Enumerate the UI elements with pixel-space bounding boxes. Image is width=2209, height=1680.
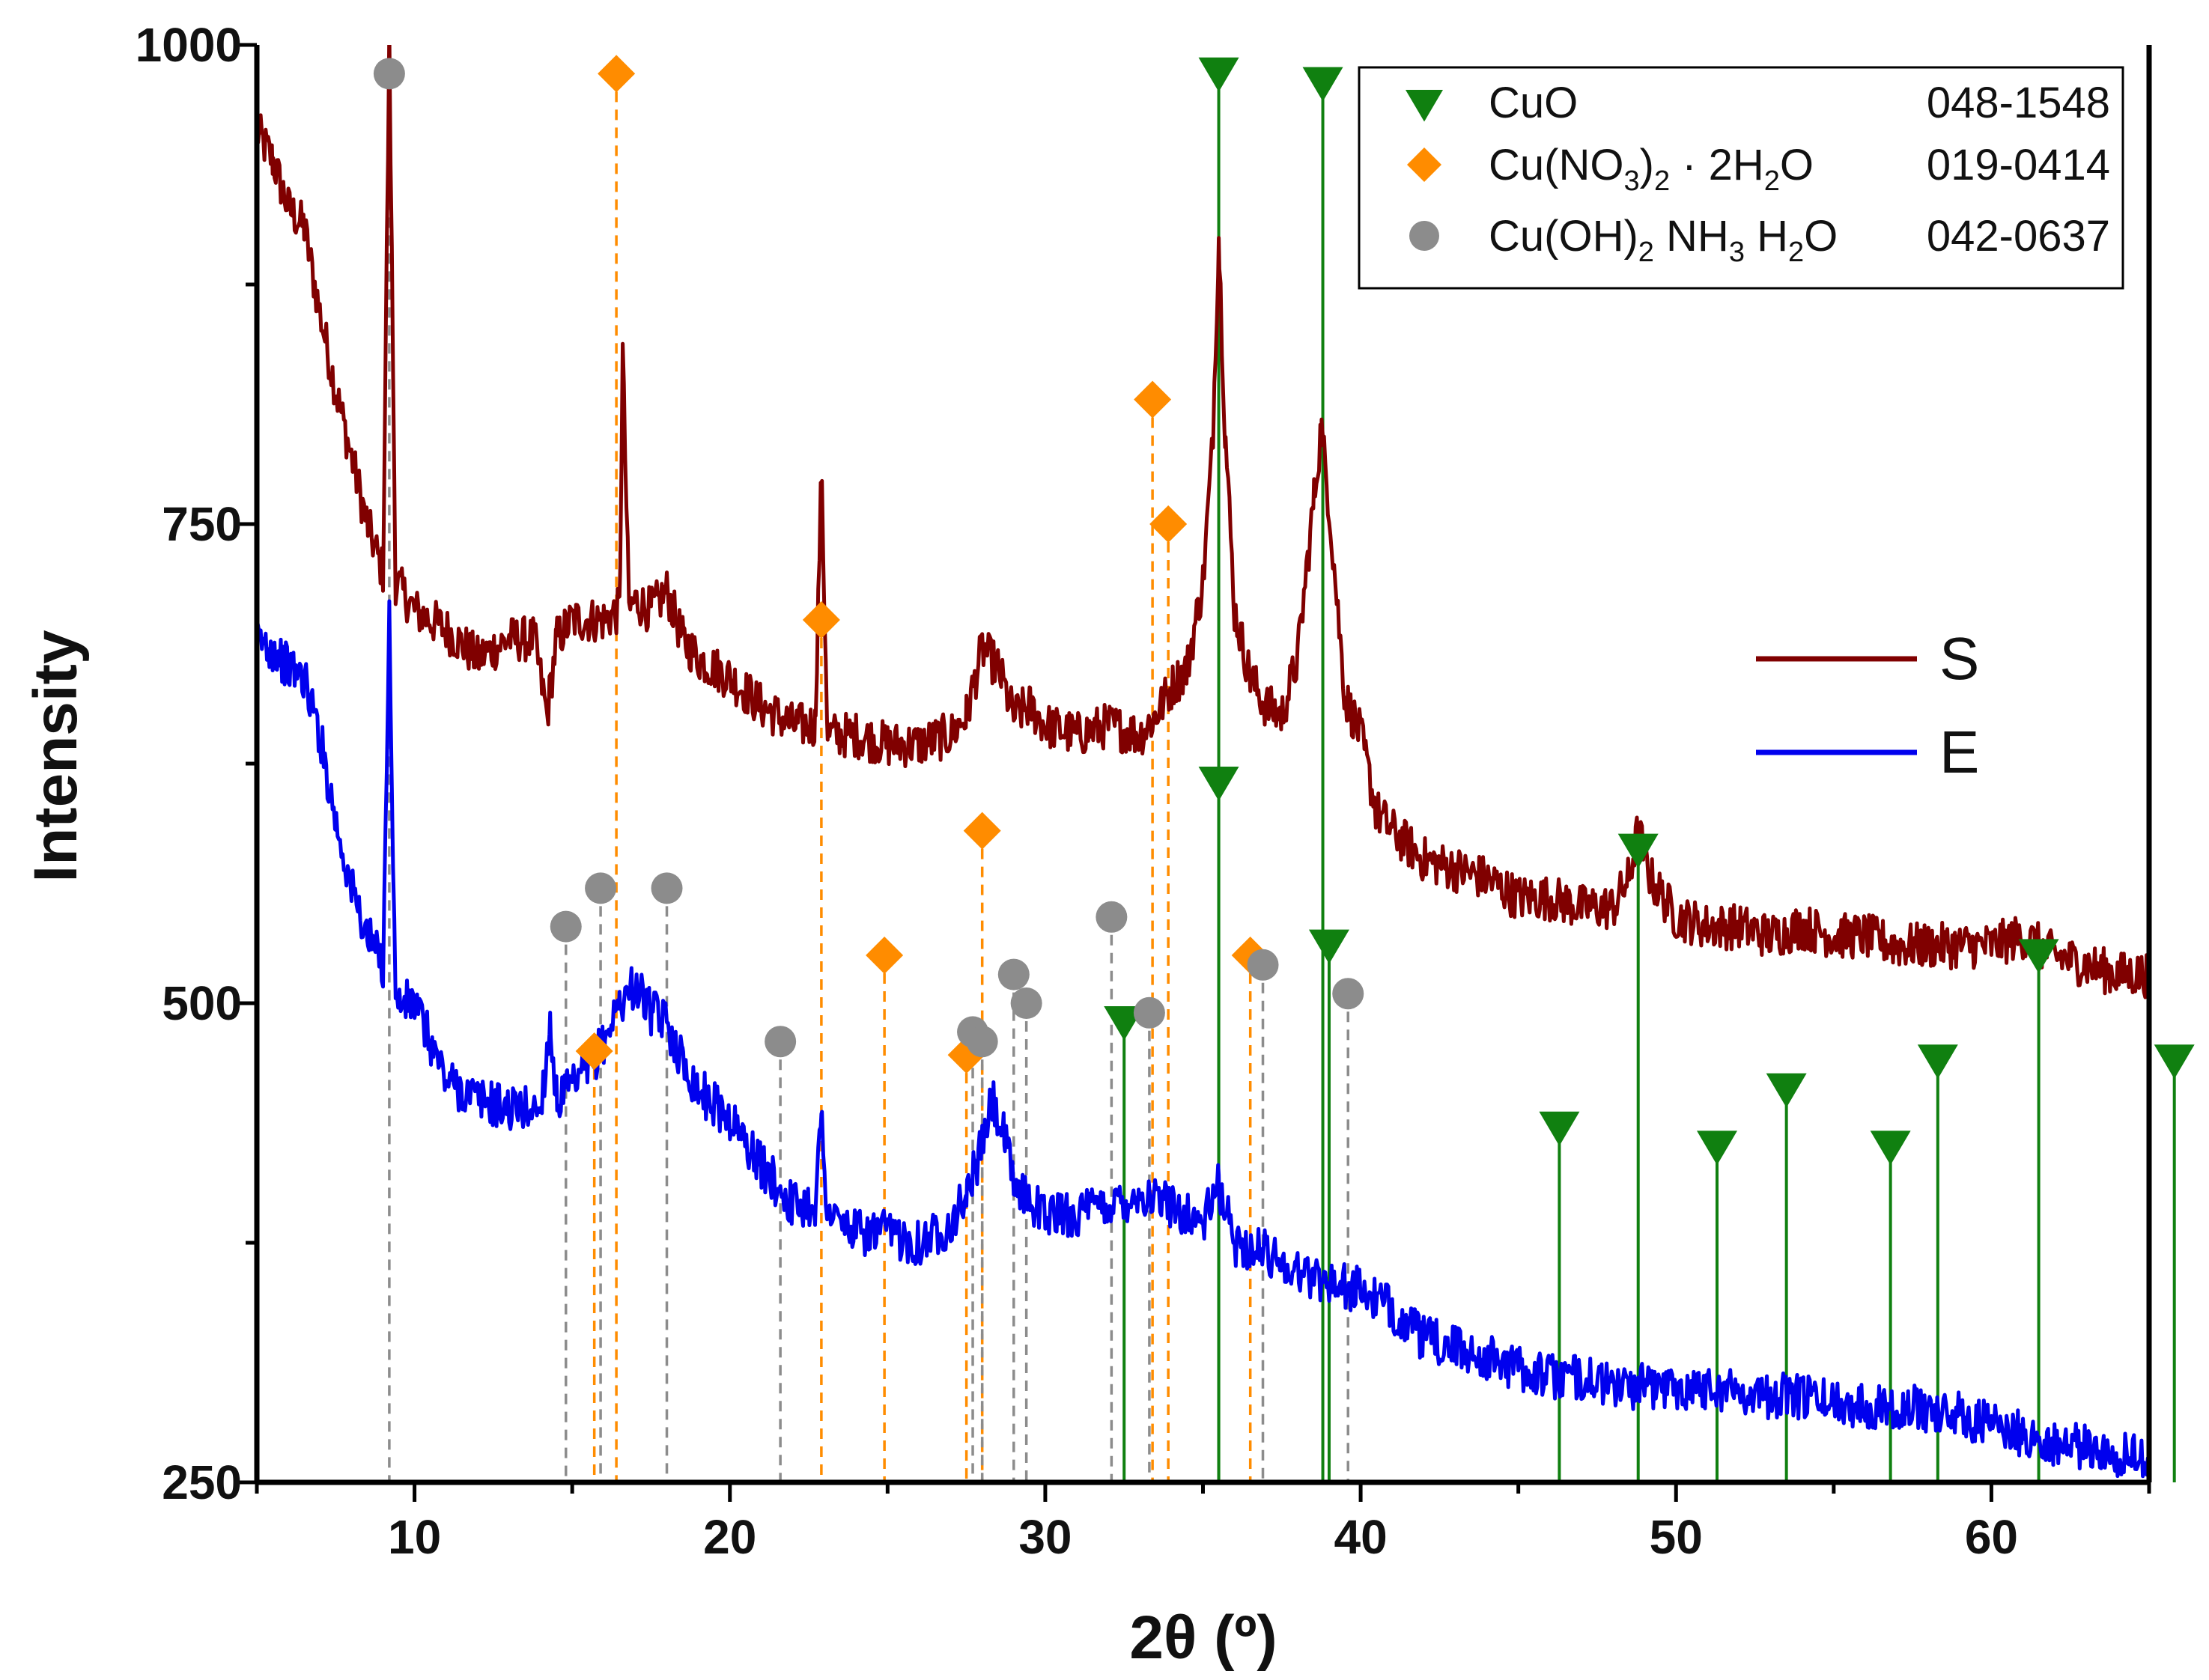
- cuo-marker: [1870, 1130, 1911, 1166]
- cuoh-marker: [373, 58, 405, 90]
- legend: CuO 048-1548 Cu(NO3)2 · 2H2O 019-0414 Cu…: [1358, 66, 2124, 290]
- cuo-marker: [1917, 1044, 1958, 1080]
- x-axis-title: 2θ (º): [1129, 1604, 1277, 1672]
- cuoh-marker: [1010, 987, 1042, 1019]
- cuo-marker: [1539, 1111, 1580, 1146]
- legend-label-cuoh: Cu(OH)2 NH3 H2O: [1489, 212, 1838, 268]
- x-tick-label: 20: [703, 1510, 756, 1564]
- legend-box: [1358, 66, 2124, 290]
- legend-diamond-icon: [1407, 147, 1441, 182]
- cuoh-marker: [1332, 978, 1364, 1010]
- cuno3-marker: [866, 937, 904, 974]
- cuoh-marker: [765, 1026, 797, 1058]
- y-axis-title: Intensity: [22, 630, 90, 883]
- x-tick-label: 60: [1965, 1510, 2018, 1564]
- cuo-marker: [1766, 1073, 1807, 1108]
- series-line-e: [257, 599, 2149, 1479]
- cuoh-marker: [997, 958, 1030, 990]
- cuno3-marker: [598, 55, 636, 93]
- legend-circle-icon: [1409, 221, 1439, 251]
- x-tick-label: 10: [388, 1510, 441, 1564]
- series-legend: S E: [1756, 625, 1979, 785]
- cuo-marker: [1302, 67, 1343, 102]
- reference-lines: [388, 73, 2176, 1482]
- reference-markers: [373, 55, 2195, 1166]
- cuoh-marker: [966, 1026, 998, 1058]
- cuoh-marker: [550, 910, 582, 943]
- legend-card-cuno3: 019-0414: [1927, 141, 2110, 189]
- cuno3-marker: [575, 1032, 613, 1070]
- series-legend-label-s: S: [1939, 625, 1979, 692]
- cuoh-marker: [1247, 949, 1279, 981]
- y-tick-label: 250: [162, 1455, 242, 1509]
- cuno3-marker: [1149, 505, 1188, 543]
- legend-triangle-icon: [1406, 90, 1443, 122]
- cuo-marker: [1198, 57, 1239, 92]
- x-tick-label: 40: [1334, 1510, 1387, 1564]
- cuoh-marker: [1133, 996, 1165, 1029]
- y-tick-label: 500: [162, 976, 242, 1030]
- y-tick-label: 1000: [136, 18, 242, 72]
- legend-label-cuno3: Cu(NO3)2 · 2H2O: [1489, 141, 1814, 197]
- cuoh-marker: [651, 872, 683, 904]
- cuo-marker: [1697, 1130, 1738, 1166]
- legend-label-cuo: CuO: [1489, 79, 1578, 127]
- series-legend-label-e: E: [1939, 719, 1979, 785]
- cuoh-marker: [1096, 901, 1128, 933]
- cuo-marker: [1617, 833, 1659, 868]
- cuoh-marker: [585, 872, 617, 904]
- cuo-marker: [1308, 929, 1349, 964]
- axis-ticks: 10 20 30 40 50 60 250 500 750 1000: [136, 18, 2151, 1564]
- series-layer: [257, 45, 2149, 1479]
- legend-card-cuo: 048-1548: [1927, 79, 2110, 127]
- cuo-marker: [2154, 1044, 2195, 1080]
- cuno3-marker: [1134, 380, 1172, 419]
- x-tick-label: 50: [1650, 1510, 1703, 1564]
- y-tick-label: 750: [162, 497, 242, 551]
- legend-card-cuoh: 042-0637: [1927, 212, 2110, 261]
- series-line-s: [257, 45, 2149, 999]
- cuno3-marker: [802, 601, 840, 639]
- x-tick-label: 30: [1018, 1510, 1072, 1564]
- cuno3-marker: [963, 812, 1001, 850]
- cuo-marker: [1198, 767, 1239, 801]
- cuo-marker: [2018, 939, 2059, 974]
